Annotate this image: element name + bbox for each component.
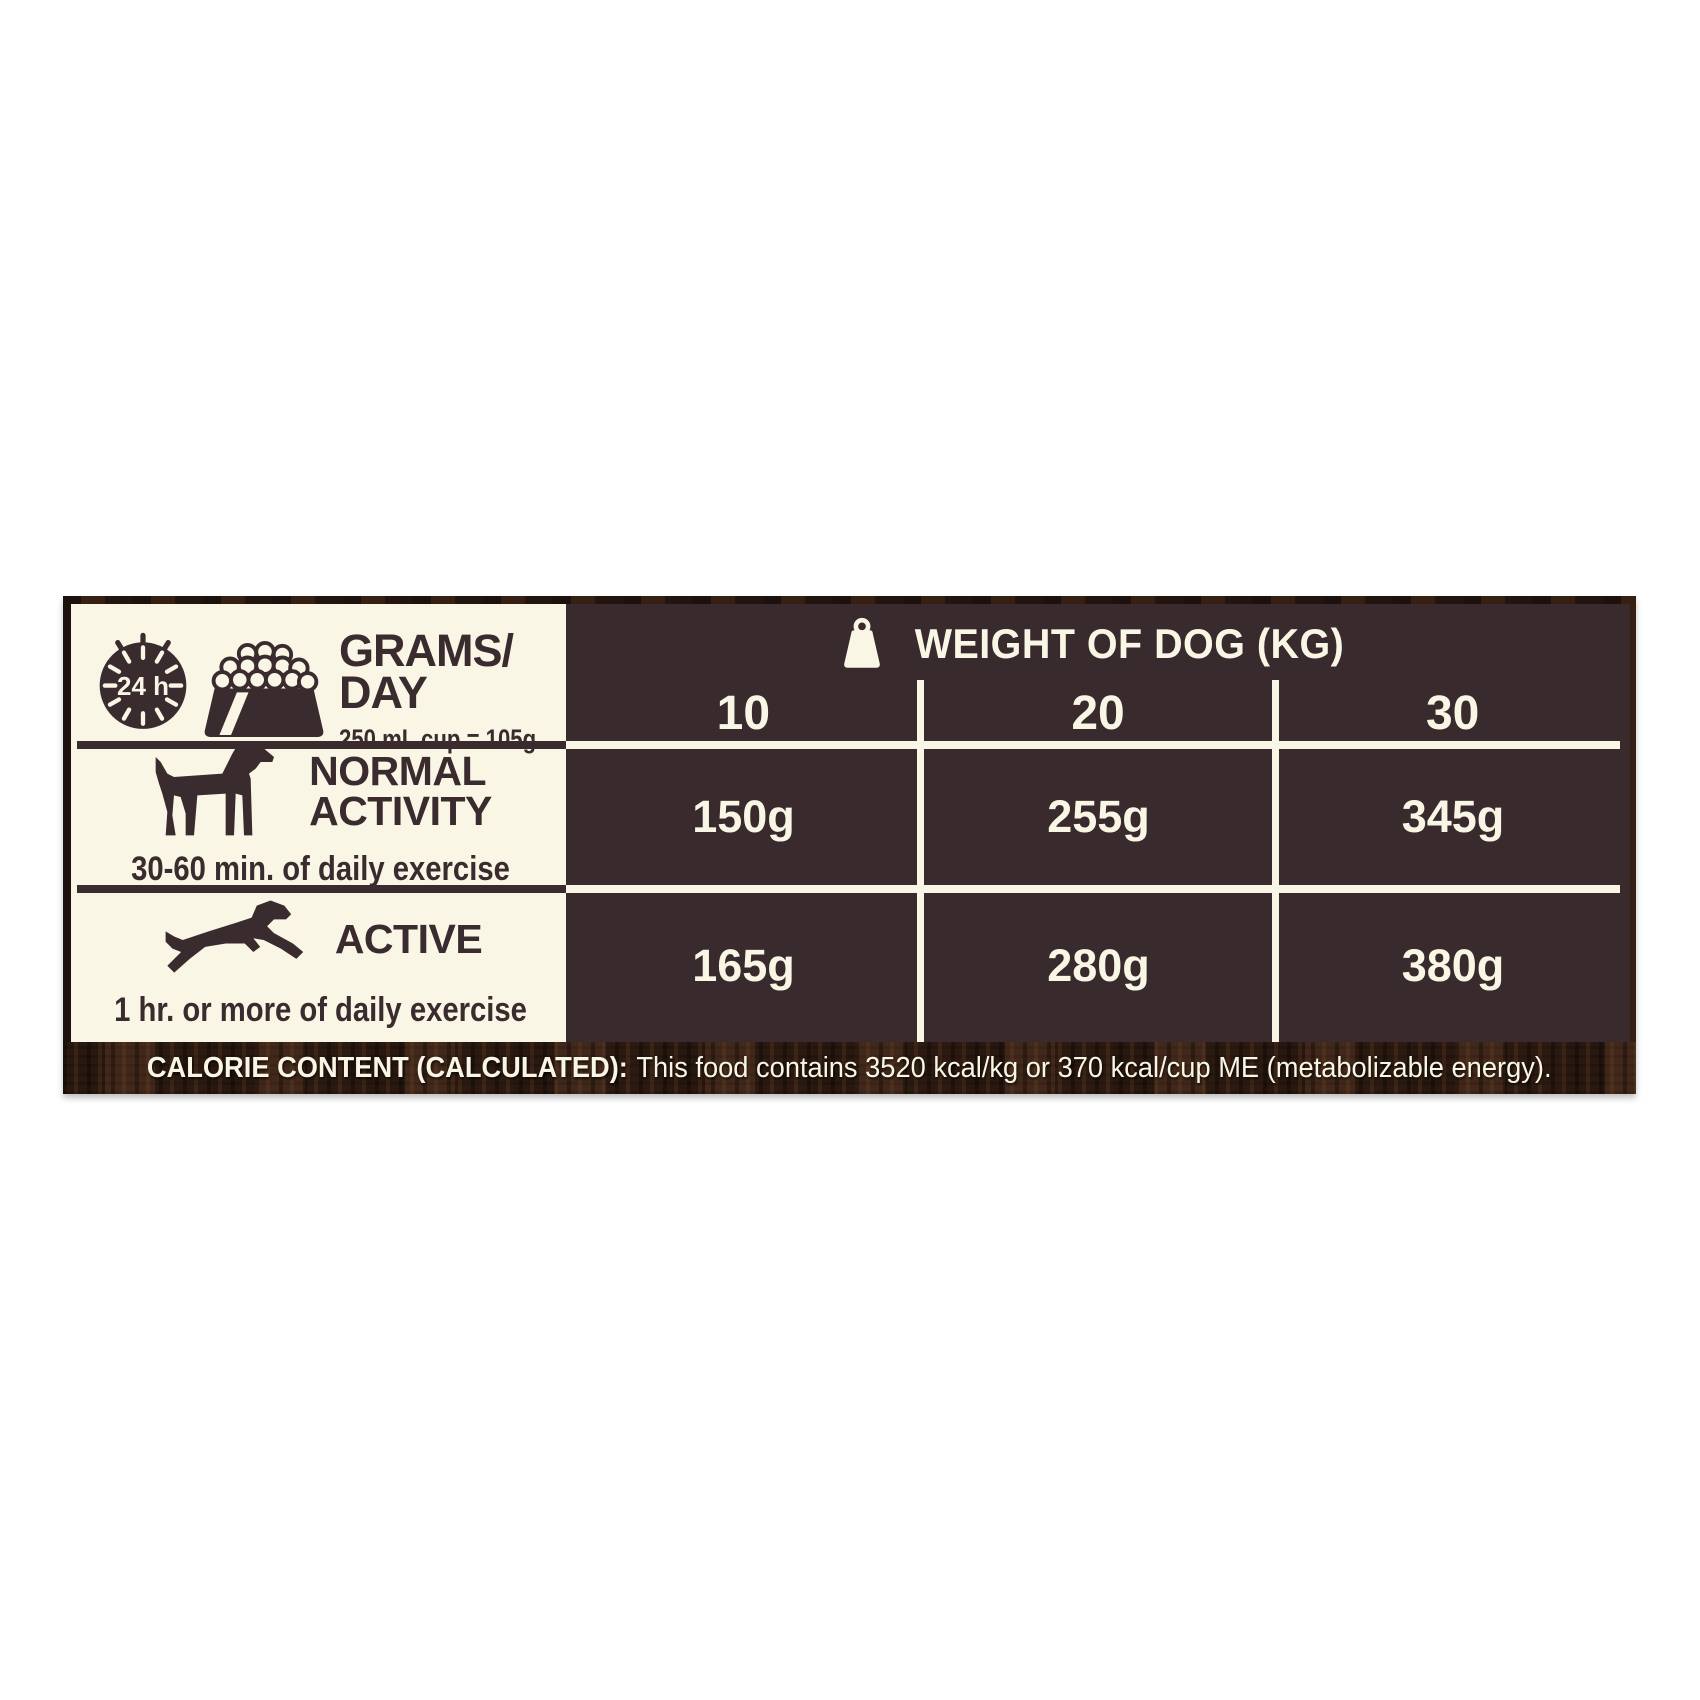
weight-col-20: 20 <box>1071 687 1125 740</box>
value-active-30kg: 380g <box>1276 889 1630 1042</box>
24h-clock-icon: 24 h <box>99 632 187 729</box>
weight-icon <box>843 617 880 668</box>
value-normal-10kg: 150g <box>566 745 921 889</box>
row-separator-cream-1 <box>566 741 1620 749</box>
row-separator-dark-2 <box>77 885 566 893</box>
weight-of-dog-label: WEIGHT OF DOG (KG) <box>914 620 1344 667</box>
feeding-guide-table: 24 h GRAMS/ DAY 250 mL cu <box>63 596 1636 1094</box>
weight-col-30: 30 <box>1425 687 1480 740</box>
active-cell: ACTIVE 1 hr. or more of daily exercise <box>71 889 566 1042</box>
column-divider-2 <box>1272 680 1279 1042</box>
calorie-content-bar: CALORIE CONTENT (CALCULATED): This food c… <box>63 1042 1636 1094</box>
active-label: ACTIVE <box>334 916 483 963</box>
running-dog-icon <box>165 900 304 973</box>
value-active-20kg: 280g <box>921 889 1276 1042</box>
clock-24h-text: 24 h <box>117 671 169 701</box>
weight-columns: 10 20 30 <box>566 686 1630 741</box>
value-normal-30kg: 345g <box>1276 745 1630 889</box>
feeding-grid: 24 h GRAMS/ DAY 250 mL cu <box>71 604 1630 1042</box>
value-normal-20kg: 255g <box>921 745 1276 889</box>
normal-activity-label: NORMAL ACTIVITY <box>309 747 492 834</box>
value-active-10kg: 165g <box>566 889 921 1042</box>
column-divider-1 <box>917 680 924 1042</box>
normal-activity-cell: NORMAL ACTIVITY 30-60 min. of daily exer… <box>71 743 566 889</box>
cup-conversion-note: 250 mL cup = 105g <box>339 723 537 754</box>
active-caption: 1 hr. or more of daily exercise <box>114 991 527 1029</box>
weight-col-10: 10 <box>716 687 771 740</box>
row-separator-dark-1 <box>77 741 566 749</box>
row-separator-cream-2 <box>566 885 1620 893</box>
grams-per-day-title-line1: GRAMS/ <box>339 625 514 676</box>
standing-dog-icon <box>155 743 275 835</box>
kibble-bowl-icon <box>204 641 324 737</box>
calorie-content-body: This food contains 3520 kcal/kg or 370 k… <box>636 1051 1552 1084</box>
grams-per-day-cell: 24 h GRAMS/ DAY 250 mL cu <box>71 604 566 754</box>
calorie-content-lead: CALORIE CONTENT (CALCULATED): <box>147 1051 629 1084</box>
normal-activity-caption: 30-60 min. of daily exercise <box>131 849 510 888</box>
weight-of-dog-title: WEIGHT OF DOG (KG) <box>839 616 1358 672</box>
weight-of-dog-header-cell: WEIGHT OF DOG (KG) 10 20 30 <box>566 604 1630 745</box>
calorie-content-text: CALORIE CONTENT (CALCULATED): This food c… <box>147 1052 1552 1085</box>
grams-per-day-title-line2: DAY <box>339 667 428 719</box>
